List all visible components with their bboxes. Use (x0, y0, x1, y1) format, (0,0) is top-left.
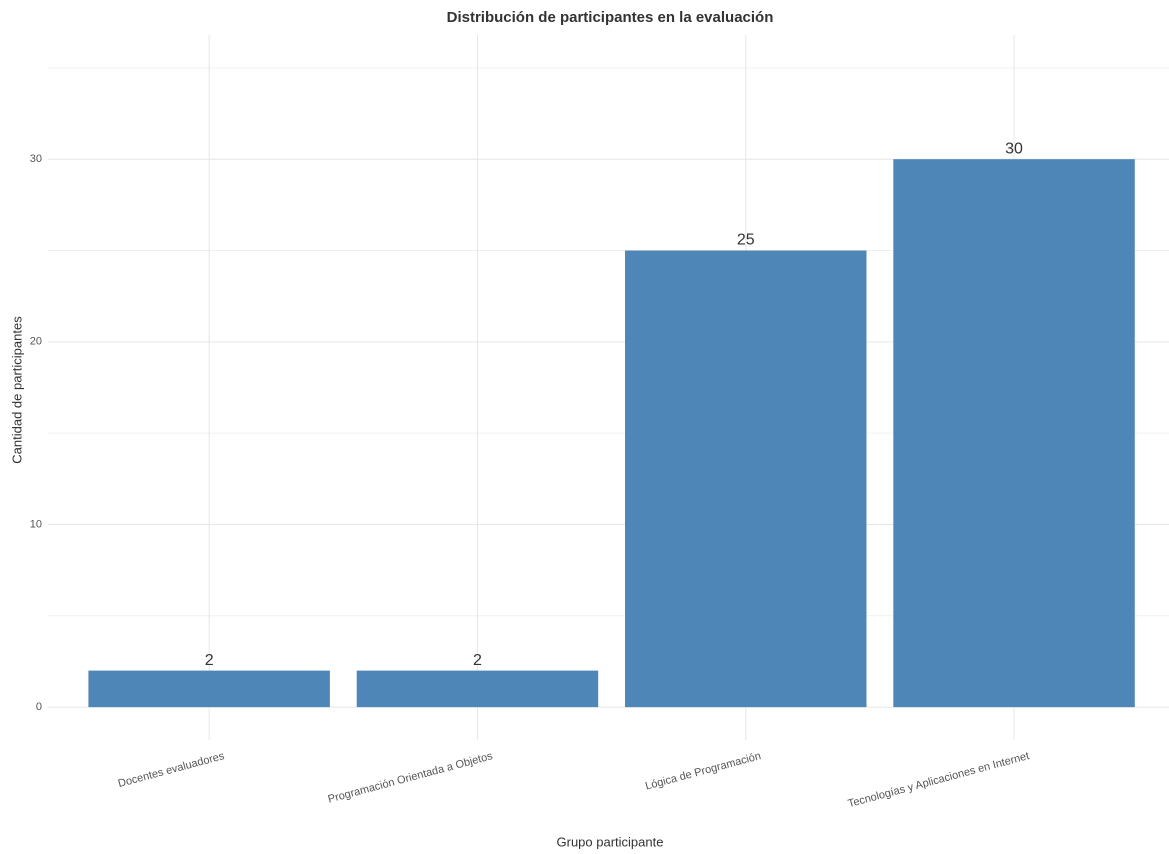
y-tick-label: 20 (30, 336, 42, 348)
bar (893, 159, 1135, 708)
x-axis-title: Grupo participante (557, 834, 664, 849)
bar (88, 670, 330, 708)
chart-title: Distribución de participantes en la eval… (447, 9, 774, 26)
x-tick-label: Programación Orientada a Objetos (327, 750, 495, 806)
x-tick-label: Docentes evaluadores (117, 750, 226, 790)
bar (625, 250, 867, 708)
value-label: 2 (205, 652, 214, 669)
value-label: 2 (473, 652, 482, 669)
y-tick-label: 10 (30, 518, 42, 530)
y-tick-label: 30 (30, 153, 42, 165)
y-tick-label: 0 (36, 701, 42, 713)
y-axis-title: Cantidad de participantes (9, 316, 24, 464)
value-label: 30 (1005, 140, 1023, 157)
bar (356, 670, 599, 708)
x-tick-label: Lógica de Programación (644, 750, 762, 792)
x-tick-label: Tecnologías y Aplicaciones en Internet (847, 750, 1031, 810)
value-label: 25 (737, 232, 755, 249)
